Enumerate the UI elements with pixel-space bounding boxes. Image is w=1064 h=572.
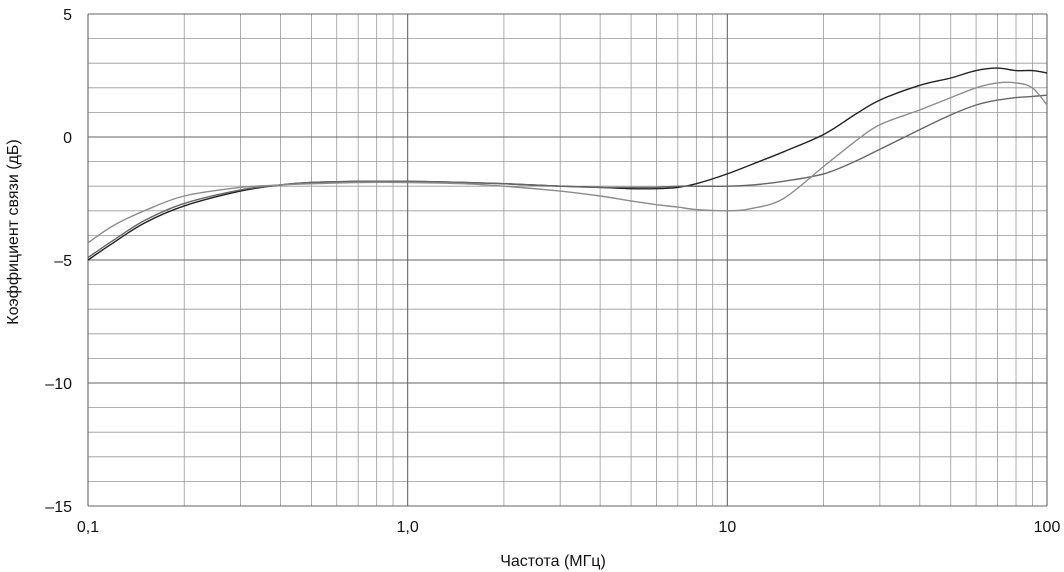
y-tick-labels: 5 0 –5 –10 –15	[45, 7, 72, 516]
x-tick-label: 0,1	[77, 519, 99, 536]
x-axis-title: Частота (МГц)	[500, 553, 606, 570]
x-tick-label: 1,0	[397, 519, 419, 536]
y-axis-title: Коэффициент связи (дБ)	[5, 139, 22, 324]
x-tick-label: 10	[718, 519, 736, 536]
y-tick-label: –15	[45, 499, 72, 516]
y-tick-label: –5	[54, 253, 72, 270]
series-line-1	[87, 67, 1048, 261]
y-tick-label: 0	[63, 130, 72, 147]
x-tick-label: 100	[1034, 519, 1061, 536]
y-tick-label: 5	[63, 7, 72, 24]
series-layer	[87, 67, 1048, 261]
y-tick-label: –10	[45, 376, 72, 393]
series-line-3	[87, 81, 1048, 244]
grid-major	[87, 13, 1048, 507]
x-tick-labels: 0,1 1,0 10 100	[77, 519, 1061, 536]
series-line-2	[87, 94, 1048, 259]
